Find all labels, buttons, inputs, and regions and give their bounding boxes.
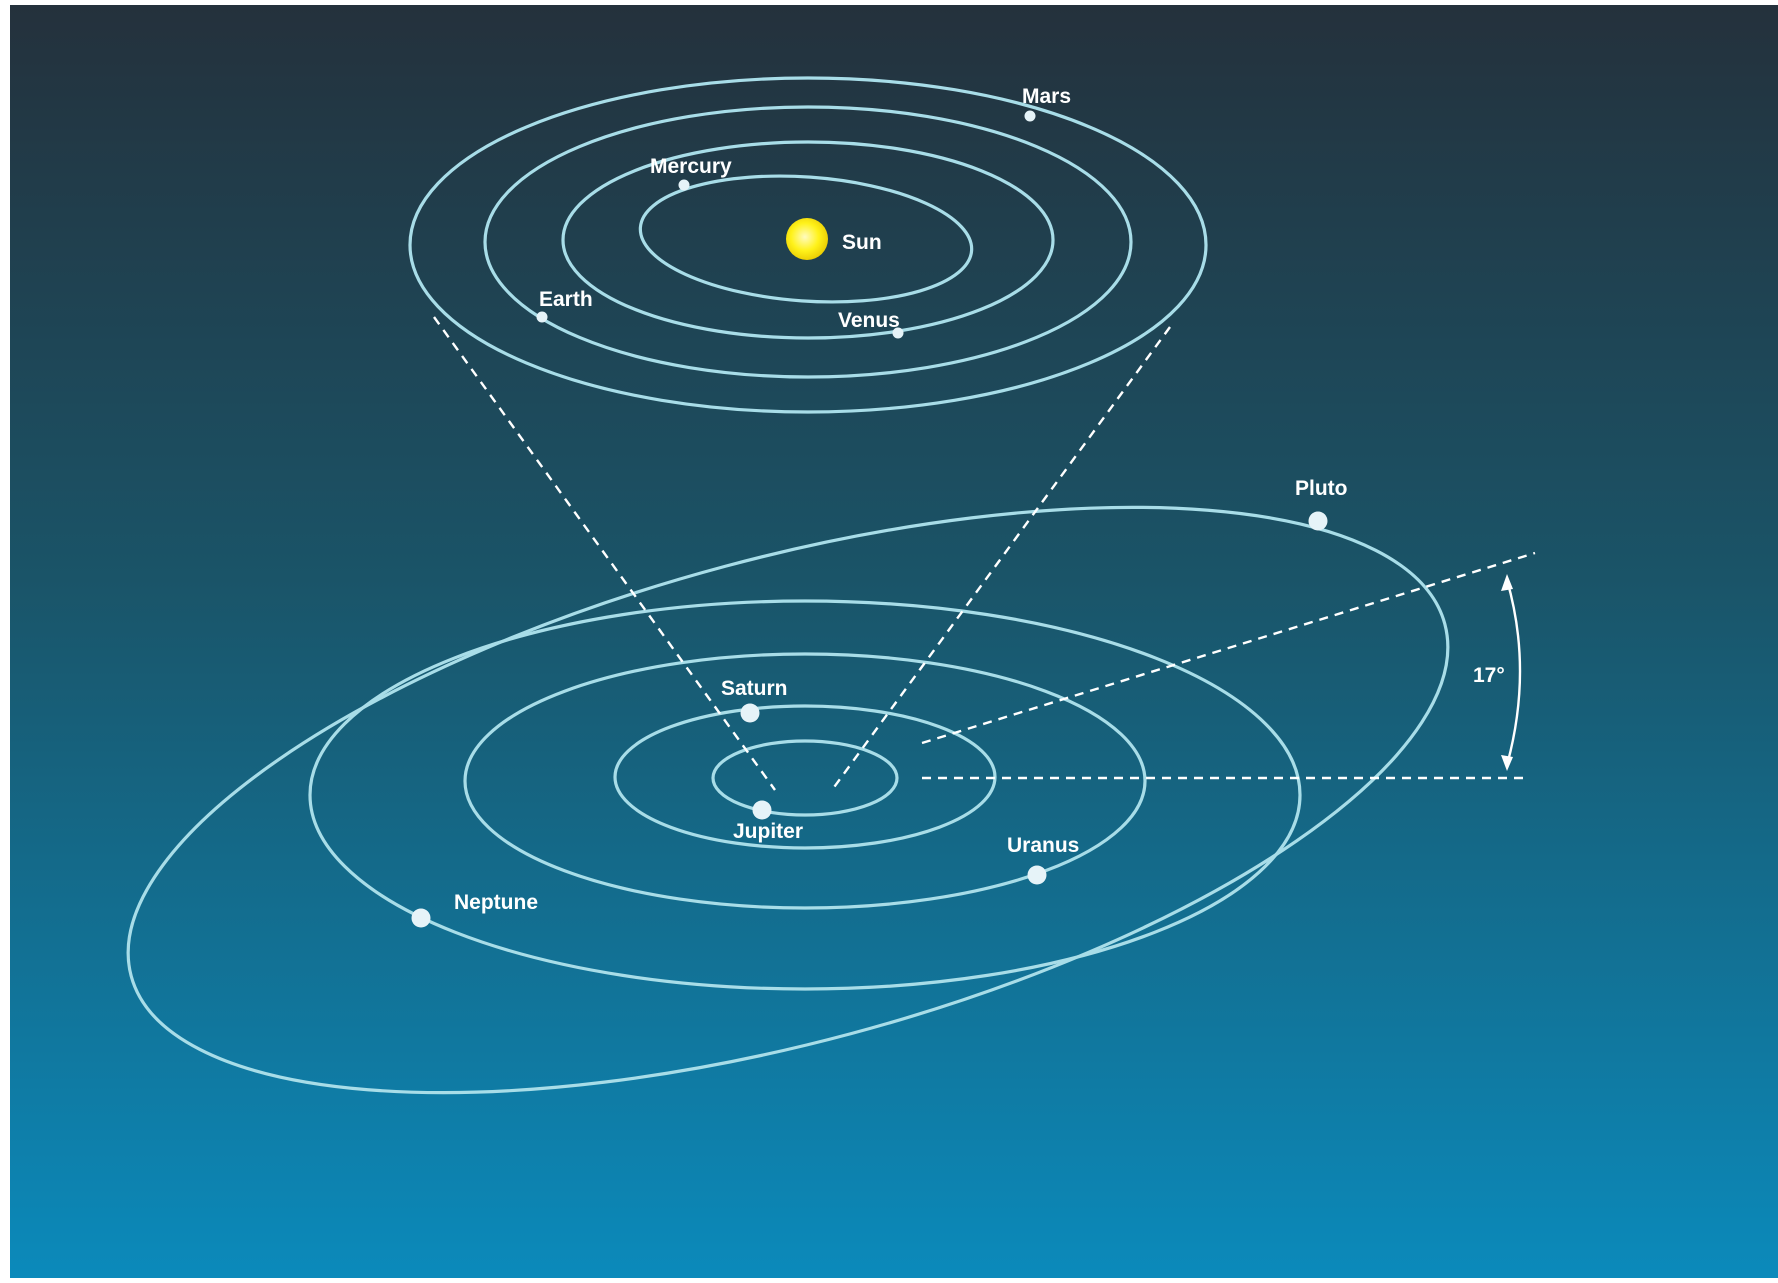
pluto-plane-line bbox=[921, 551, 1536, 745]
pluto-marker bbox=[1308, 511, 1328, 531]
inclination-label: 17° bbox=[1473, 664, 1505, 687]
inner-planets: Mercury Venus Earth Mars bbox=[536, 85, 1071, 339]
inclination-arc: 17° bbox=[1473, 574, 1522, 771]
cone-line-left bbox=[433, 316, 776, 791]
guide-lines bbox=[433, 316, 1536, 791]
mercury-marker bbox=[678, 179, 690, 191]
saturn-label: Saturn bbox=[721, 677, 788, 700]
pluto-label: Pluto bbox=[1295, 477, 1348, 500]
jupiter-label: Jupiter bbox=[733, 820, 803, 843]
mars-label: Mars bbox=[1022, 85, 1071, 108]
earth-label: Earth bbox=[539, 288, 593, 311]
mars-orbit bbox=[408, 76, 1208, 414]
venus-label: Venus bbox=[838, 309, 900, 332]
sun-icon bbox=[786, 218, 828, 260]
uranus-label: Uranus bbox=[1007, 834, 1079, 857]
mars-marker bbox=[1024, 110, 1036, 122]
sun: Sun bbox=[786, 218, 882, 260]
venus-orbit bbox=[561, 140, 1055, 340]
neptune-marker bbox=[411, 908, 431, 928]
background bbox=[10, 5, 1778, 1278]
mercury-orbit bbox=[638, 174, 974, 304]
venus-marker bbox=[892, 327, 904, 339]
outer-orbits bbox=[126, 505, 1450, 1095]
neptune-label: Neptune bbox=[454, 891, 538, 914]
uranus-marker bbox=[1027, 865, 1047, 885]
pluto-orbit bbox=[126, 505, 1450, 1095]
outer-planets: Jupiter Saturn Uranus Neptune Pluto bbox=[411, 477, 1348, 928]
inclination-arc-path bbox=[1505, 579, 1522, 766]
saturn-marker bbox=[740, 703, 760, 723]
sun-label: Sun bbox=[842, 231, 882, 254]
jupiter-orbit bbox=[711, 739, 899, 817]
mercury-label: Mercury bbox=[650, 155, 732, 178]
uranus-orbit bbox=[463, 652, 1147, 910]
inner-orbits bbox=[408, 76, 1208, 414]
solar-system-diagram: 17° Sun Mercury Venus Earth Mars Jupiter… bbox=[10, 5, 1778, 1278]
arrowhead-up-icon bbox=[1501, 574, 1513, 591]
earth-orbit bbox=[483, 105, 1133, 379]
jupiter-marker bbox=[752, 800, 772, 820]
earth-marker bbox=[536, 311, 548, 323]
arrowhead-down-icon bbox=[1501, 755, 1513, 771]
neptune-orbit bbox=[308, 599, 1302, 991]
